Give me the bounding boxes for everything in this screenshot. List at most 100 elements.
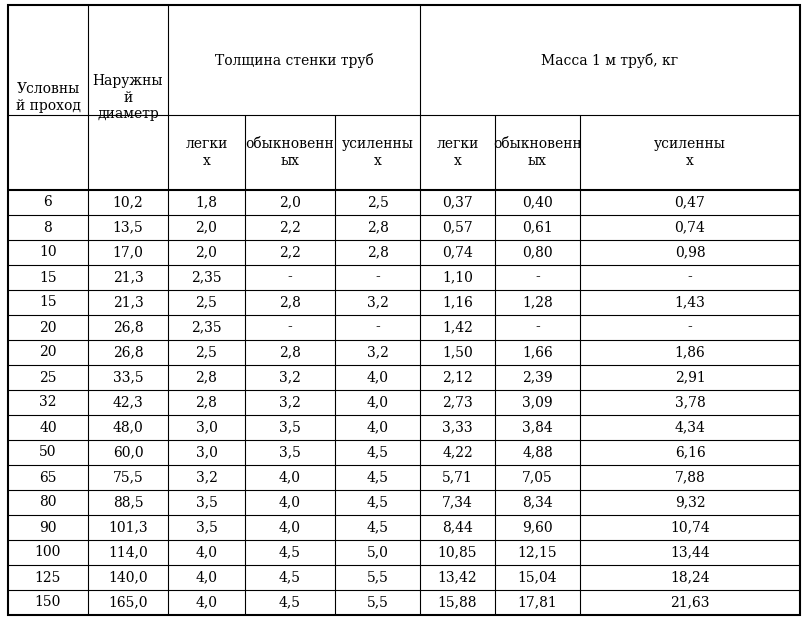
Text: 21,3: 21,3 <box>112 270 143 284</box>
Text: 2,0: 2,0 <box>279 195 301 209</box>
Text: 2,91: 2,91 <box>675 371 705 385</box>
Text: 3,2: 3,2 <box>279 396 301 410</box>
Text: 2,12: 2,12 <box>442 371 473 385</box>
Text: 0,74: 0,74 <box>442 245 473 259</box>
Text: 21,3: 21,3 <box>112 296 143 310</box>
Text: 0,98: 0,98 <box>675 245 705 259</box>
Text: усиленны
х: усиленны х <box>654 137 726 168</box>
Text: 2,2: 2,2 <box>279 245 301 259</box>
Text: 40: 40 <box>39 420 57 434</box>
Text: 10: 10 <box>39 245 57 259</box>
Text: 3,09: 3,09 <box>522 396 553 410</box>
Text: 3,2: 3,2 <box>367 345 389 359</box>
Text: 100: 100 <box>35 546 61 560</box>
Text: 2,8: 2,8 <box>279 345 301 359</box>
Text: 3,5: 3,5 <box>196 495 217 509</box>
Text: 1,66: 1,66 <box>522 345 553 359</box>
Text: 2,5: 2,5 <box>367 195 389 209</box>
Text: 4,88: 4,88 <box>522 445 553 459</box>
Text: 9,32: 9,32 <box>675 495 705 509</box>
Text: 2,8: 2,8 <box>279 296 301 310</box>
Text: 2,8: 2,8 <box>196 371 217 385</box>
Text: 8: 8 <box>44 221 53 235</box>
Text: 5,5: 5,5 <box>367 570 389 584</box>
Text: 2,0: 2,0 <box>196 245 217 259</box>
Text: 1,50: 1,50 <box>442 345 473 359</box>
Text: 32: 32 <box>40 396 57 410</box>
Text: 150: 150 <box>35 595 61 609</box>
Text: 4,0: 4,0 <box>279 520 301 534</box>
Text: 165,0: 165,0 <box>108 595 148 609</box>
Text: 2,5: 2,5 <box>196 345 217 359</box>
Text: 3,2: 3,2 <box>196 471 217 485</box>
Text: обыкновенн
ых: обыкновенн ых <box>246 137 335 168</box>
Text: 4,22: 4,22 <box>442 445 473 459</box>
Text: Наружны
й
диаметр: Наружны й диаметр <box>93 74 163 121</box>
Text: 7,05: 7,05 <box>522 471 553 485</box>
Text: -: - <box>688 270 692 284</box>
Text: 1,16: 1,16 <box>442 296 473 310</box>
Text: Масса 1 м труб, кг: Масса 1 м труб, кг <box>541 53 679 67</box>
Text: 2,39: 2,39 <box>522 371 553 385</box>
Text: 3,0: 3,0 <box>196 445 217 459</box>
Text: 6,16: 6,16 <box>675 445 705 459</box>
Text: 17,81: 17,81 <box>518 595 558 609</box>
Text: 3,33: 3,33 <box>442 420 473 434</box>
Text: 42,3: 42,3 <box>112 396 143 410</box>
Text: 125: 125 <box>35 570 61 584</box>
Text: 80: 80 <box>40 495 57 509</box>
Text: 10,2: 10,2 <box>112 195 143 209</box>
Text: 4,0: 4,0 <box>367 371 389 385</box>
Text: 9,60: 9,60 <box>522 520 553 534</box>
Text: усиленны
х: усиленны х <box>342 137 414 168</box>
Text: 2,73: 2,73 <box>442 396 473 410</box>
Text: 1,86: 1,86 <box>675 345 705 359</box>
Text: 26,8: 26,8 <box>112 321 143 335</box>
Text: 7,34: 7,34 <box>442 495 473 509</box>
Text: 75,5: 75,5 <box>112 471 143 485</box>
Text: 2,2: 2,2 <box>279 221 301 235</box>
Text: 2,5: 2,5 <box>196 296 217 310</box>
Text: -: - <box>288 321 292 335</box>
Text: 26,8: 26,8 <box>112 345 143 359</box>
Text: 0,61: 0,61 <box>522 221 553 235</box>
Text: 8,34: 8,34 <box>522 495 553 509</box>
Text: 5,71: 5,71 <box>442 471 473 485</box>
Text: 4,34: 4,34 <box>675 420 705 434</box>
Text: 4,0: 4,0 <box>196 570 217 584</box>
Text: 21,63: 21,63 <box>671 595 709 609</box>
Text: 0,57: 0,57 <box>442 221 473 235</box>
Text: 2,8: 2,8 <box>196 396 217 410</box>
Text: 140,0: 140,0 <box>108 570 148 584</box>
Text: 88,5: 88,5 <box>112 495 143 509</box>
Text: обыкновенн
ых: обыкновенн ых <box>493 137 582 168</box>
Text: 4,0: 4,0 <box>367 420 389 434</box>
Text: 4,5: 4,5 <box>279 546 301 560</box>
Text: -: - <box>535 321 540 335</box>
Text: 4,5: 4,5 <box>367 471 389 485</box>
Text: 4,0: 4,0 <box>367 396 389 410</box>
Text: 4,5: 4,5 <box>279 595 301 609</box>
Text: 13,44: 13,44 <box>670 546 710 560</box>
Text: легки
х: легки х <box>185 137 228 168</box>
Text: 2,8: 2,8 <box>367 245 389 259</box>
Text: 101,3: 101,3 <box>108 520 148 534</box>
Text: 13,42: 13,42 <box>438 570 478 584</box>
Text: -: - <box>535 270 540 284</box>
Text: 1,43: 1,43 <box>675 296 705 310</box>
Text: 20: 20 <box>40 321 57 335</box>
Text: 8,44: 8,44 <box>442 520 473 534</box>
Text: 3,84: 3,84 <box>522 420 553 434</box>
Text: 2,35: 2,35 <box>191 270 222 284</box>
Text: 0,37: 0,37 <box>442 195 473 209</box>
Text: 65: 65 <box>40 471 57 485</box>
Text: 2,8: 2,8 <box>367 221 389 235</box>
Text: 15,88: 15,88 <box>438 595 478 609</box>
Text: 4,5: 4,5 <box>279 570 301 584</box>
Text: 5,5: 5,5 <box>367 595 389 609</box>
Text: -: - <box>375 270 380 284</box>
Text: 3,2: 3,2 <box>279 371 301 385</box>
Text: 4,5: 4,5 <box>367 520 389 534</box>
Text: 2,35: 2,35 <box>191 321 222 335</box>
Text: 0,40: 0,40 <box>522 195 553 209</box>
